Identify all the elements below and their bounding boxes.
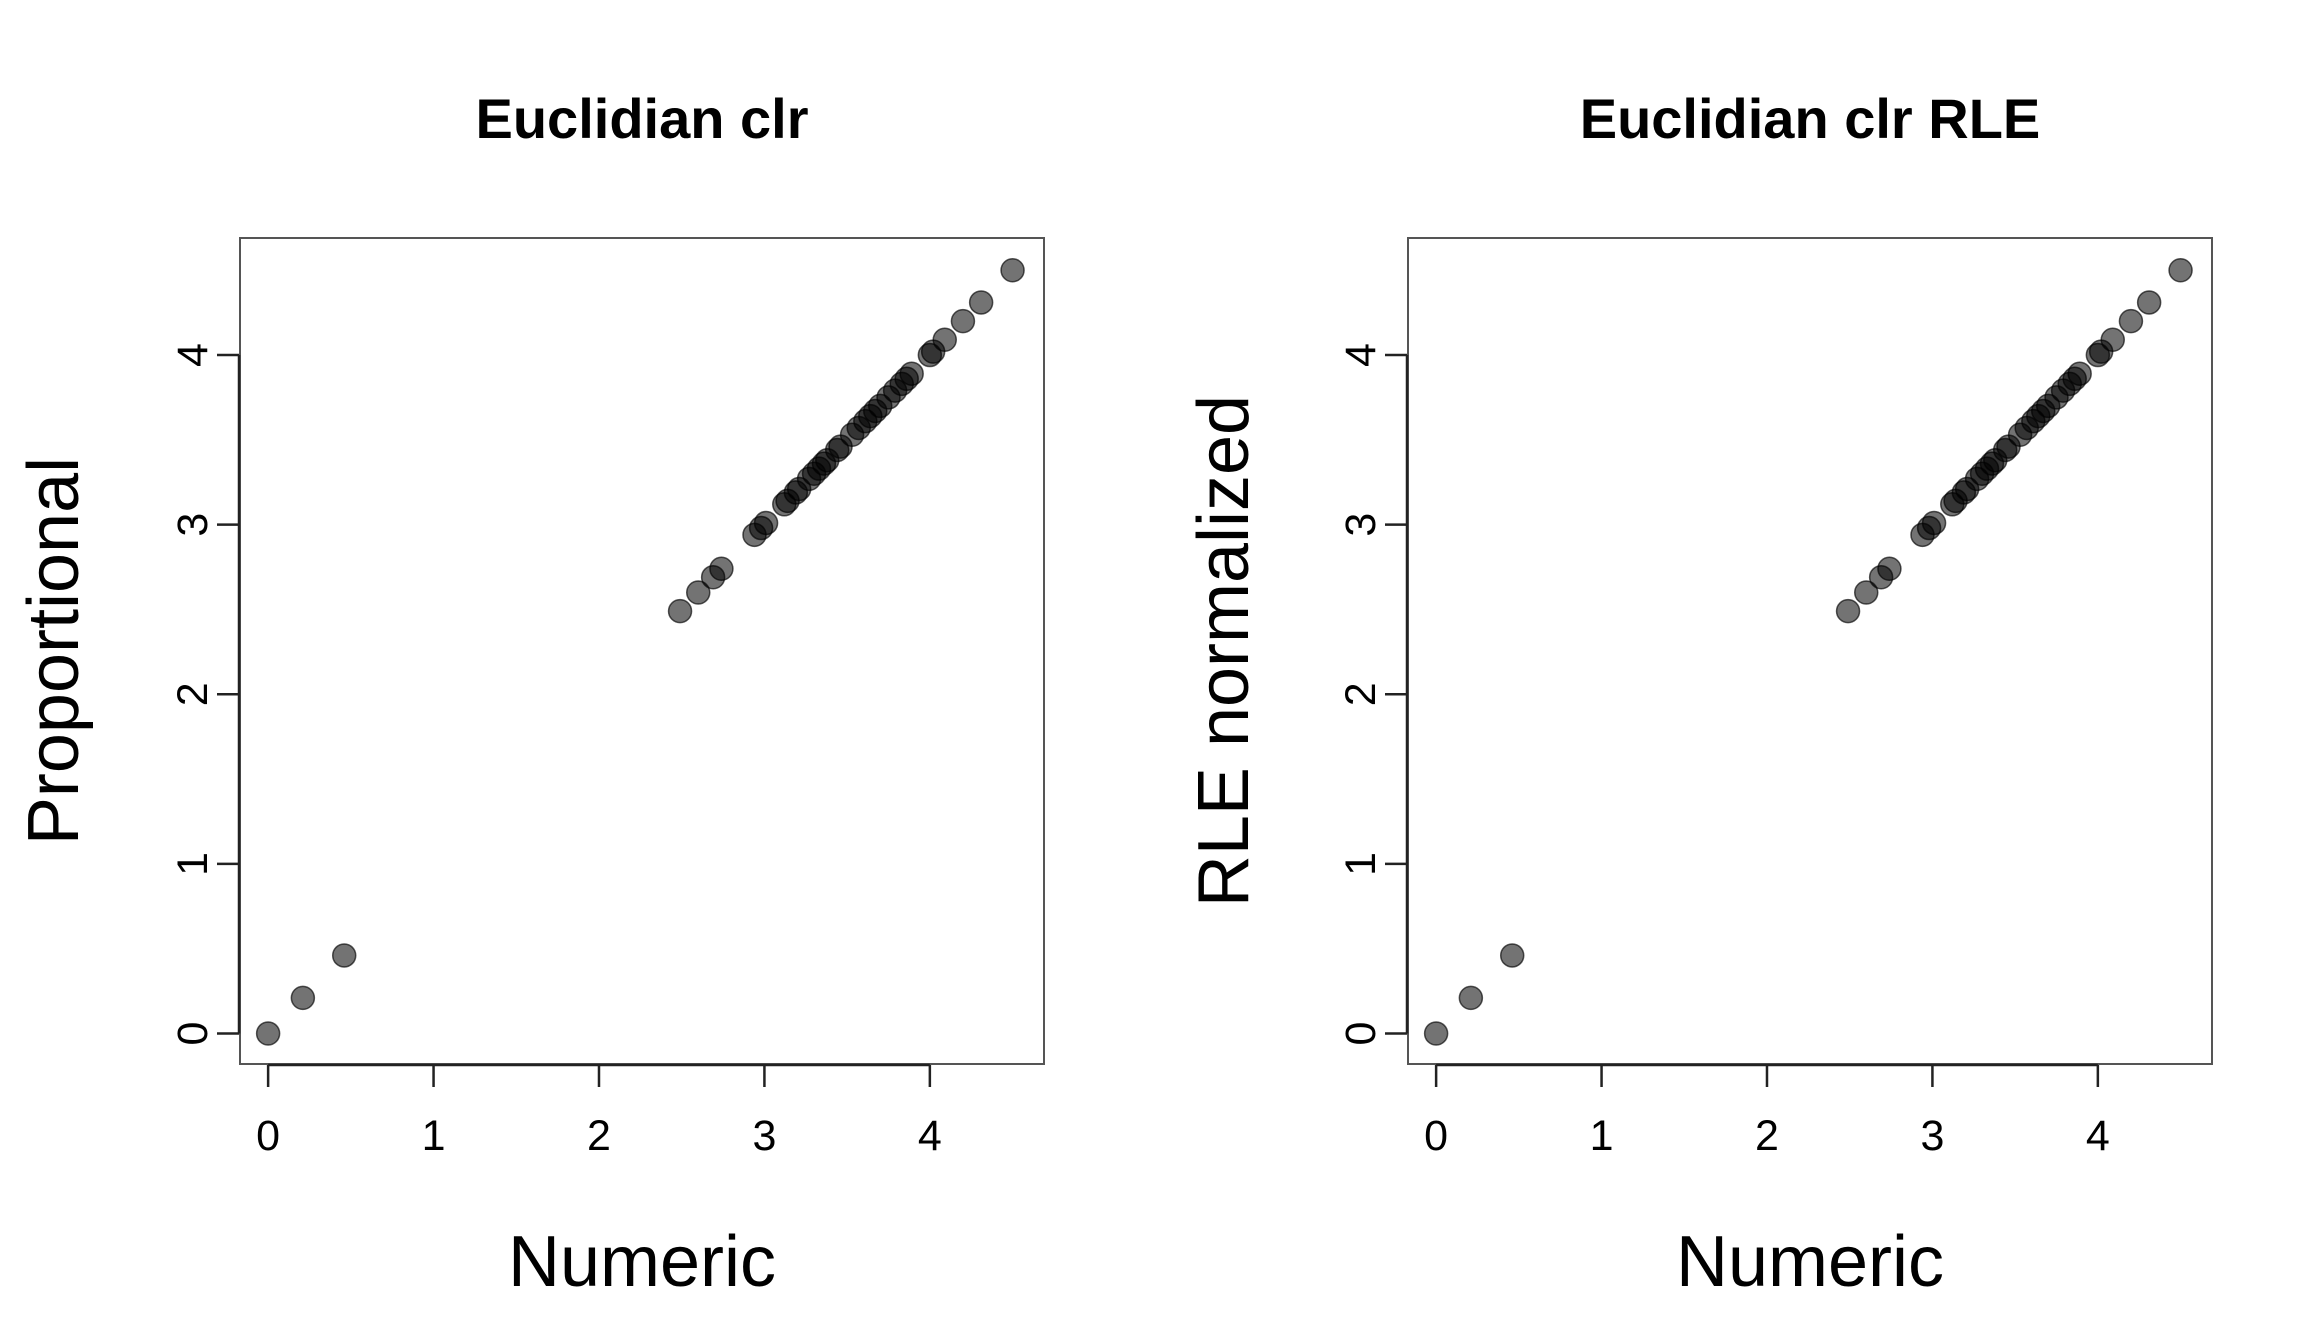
y-tick-label: 3 <box>1337 513 1385 537</box>
plot-panel-1: Euclidian clr 0 1 2 3 4 0 1 2 3 4 Numeric Proportion… <box>14 87 1045 1302</box>
data-point <box>1000 257 1025 283</box>
data-point <box>2118 308 2144 334</box>
y-tick-label: 3 <box>169 513 217 537</box>
data-point <box>968 290 994 315</box>
data-point <box>255 1021 281 1046</box>
data-point <box>1835 598 1861 624</box>
y-tick-label: 1 <box>169 852 217 876</box>
x-tick-label: 3 <box>752 1112 776 1160</box>
data-point <box>2100 327 2125 353</box>
data-point <box>1921 510 1947 536</box>
y-axis-label: RLE normalized <box>1184 395 1264 907</box>
y-tick-label: 4 <box>169 343 217 367</box>
y-tick-label: 2 <box>1337 682 1385 706</box>
plot-panel-2: Euclidian clr RLE 0 1 2 3 4 0 1 2 3 4 Numeric RLE no… <box>1184 87 2213 1302</box>
y-tick-label: 0 <box>1337 1022 1385 1046</box>
y-tick-label: 4 <box>1337 343 1385 367</box>
y-axis-label: Proportional <box>14 457 94 845</box>
data-point <box>753 510 779 536</box>
data-point <box>1499 943 1525 968</box>
data-point <box>1877 556 1902 581</box>
y-tick-label: 0 <box>169 1022 217 1046</box>
data-point <box>950 308 976 334</box>
data-point <box>2136 290 2162 315</box>
x-tick-label: 2 <box>1755 1112 1779 1160</box>
x-axis-label: Numeric <box>508 1222 776 1302</box>
data-point <box>1853 580 1879 605</box>
point-series <box>255 257 1025 1046</box>
point-series <box>1423 257 2193 1046</box>
data-point <box>932 327 957 353</box>
data-point <box>2067 361 2092 386</box>
data-point <box>2168 257 2193 283</box>
x-tick-label: 0 <box>256 1112 280 1160</box>
data-point <box>1458 985 1484 1011</box>
data-point <box>899 361 924 386</box>
y-tick-label: 1 <box>1337 852 1385 876</box>
chart-title: Euclidian clr RLE <box>1580 87 2041 150</box>
data-point <box>331 943 357 968</box>
x-tick-label: 2 <box>587 1112 611 1160</box>
data-point <box>685 580 711 605</box>
x-axis-label: Numeric <box>1676 1222 1944 1302</box>
x-tick-label: 4 <box>918 1112 942 1160</box>
data-point <box>667 598 693 624</box>
data-point <box>709 556 734 581</box>
data-point <box>1423 1021 1449 1046</box>
x-tick-label: 3 <box>1920 1112 1944 1160</box>
y-tick-label: 2 <box>169 682 217 706</box>
chart-title: Euclidian clr <box>476 87 809 150</box>
x-tick-label: 0 <box>1424 1112 1448 1160</box>
x-tick-label: 1 <box>422 1112 446 1160</box>
x-tick-label: 1 <box>1590 1112 1614 1160</box>
x-tick-label: 4 <box>2086 1112 2110 1160</box>
data-point <box>290 985 316 1011</box>
